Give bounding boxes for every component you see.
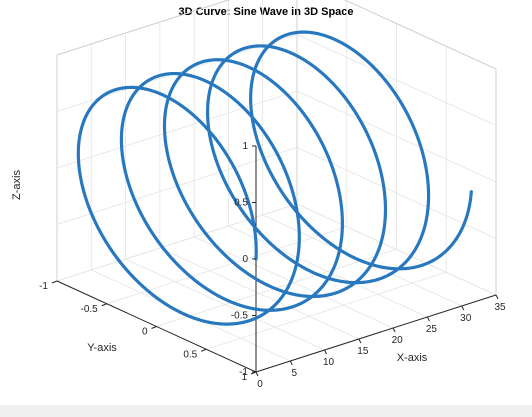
- z-tick-label: -0.5: [231, 311, 249, 322]
- x-axis-line: [255, 294, 497, 373]
- y-tick-label: -0.5: [81, 304, 99, 315]
- x-tick: [495, 294, 499, 300]
- grid-line: [206, 271, 447, 350]
- helix-series: [76, 30, 473, 326]
- x-tick: [426, 316, 430, 322]
- x-tick: [289, 360, 293, 366]
- y-tick-label: 0: [142, 327, 148, 338]
- grid-line: [56, 203, 298, 282]
- grid-line: [296, 34, 497, 126]
- y-tick-label: -1: [39, 281, 48, 292]
- x-tick: [255, 371, 259, 377]
- z-tick-label: 0.5: [234, 198, 248, 209]
- grid-line: [56, 90, 298, 169]
- y-tick: [51, 280, 58, 284]
- x-tick-label: 35: [494, 302, 506, 313]
- box-edge: [343, 0, 497, 70]
- z-tick-label: 1: [242, 141, 248, 152]
- x-tick-label: 25: [426, 324, 438, 335]
- grid-line: [296, 90, 497, 183]
- x-tick: [461, 305, 465, 311]
- y-tick: [201, 348, 207, 352]
- x-tick-label: 30: [460, 313, 472, 324]
- y-axis-label: Y-axis: [87, 342, 117, 354]
- chart-title: 3D Curve: Sine Wave in 3D Space: [178, 6, 353, 18]
- x-tick-label: 15: [357, 346, 369, 357]
- plot-3d: 3D Curve: Sine Wave in 3D Space 05101520…: [11, 0, 506, 390]
- z-axis-label: Z-axis: [11, 170, 23, 200]
- x-tick: [358, 338, 362, 344]
- figure: 3D Curve: Sine Wave in 3D Space 0 5 10 15 20…: [0, 0, 532, 405]
- y-tick-label: 0.5: [183, 349, 197, 360]
- x-axis-label: X-axis: [397, 352, 428, 364]
- y-tick: [151, 326, 157, 329]
- x-tick: [324, 349, 328, 355]
- grid-line: [106, 226, 347, 305]
- x-tick-label: 20: [392, 335, 404, 346]
- y-tick: [101, 303, 107, 307]
- x-tick: [392, 327, 396, 333]
- box-edge: [56, 0, 231, 56]
- x-tick-label: 0: [257, 379, 263, 390]
- z-tick-label: -1: [239, 367, 248, 378]
- x-tick-label: 5: [292, 368, 298, 379]
- series-line: [76, 30, 473, 326]
- y-tick-label: 1: [241, 372, 247, 383]
- z-tick-label: 0: [242, 254, 248, 265]
- x-tick-label: 10: [323, 357, 335, 368]
